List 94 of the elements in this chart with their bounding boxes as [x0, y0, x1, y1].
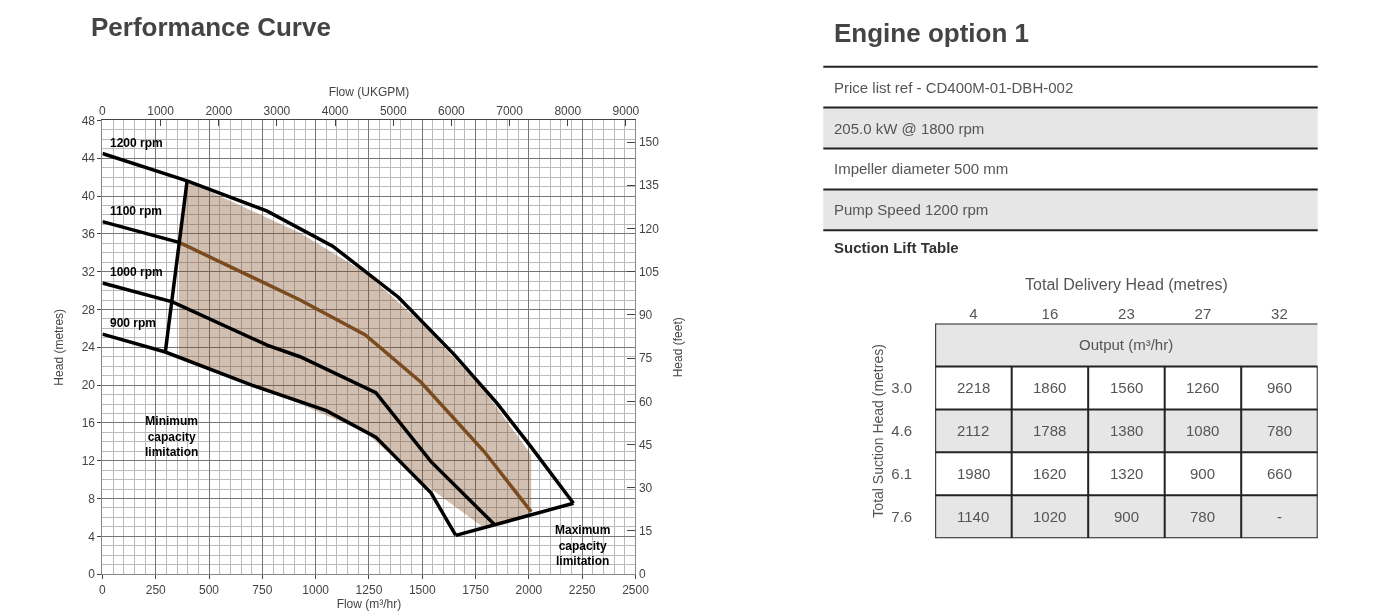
- text: Total Suction Head (metres): [869, 344, 886, 518]
- y2-tick-label: 30: [638, 480, 653, 495]
- category-label: 27: [1194, 305, 1212, 323]
- x-tick-label: 2500: [622, 582, 650, 597]
- text: 780: [1190, 508, 1216, 525]
- category-label: 32: [1271, 305, 1288, 323]
- category-label: 4.6: [891, 422, 913, 440]
- text: 660: [1267, 465, 1293, 482]
- x-tick-label: 750: [252, 582, 273, 597]
- series-label: 1000 rpm: [110, 265, 163, 279]
- annotation: Maximum capacity limitation: [555, 523, 611, 569]
- y-tick-label: 36: [81, 227, 96, 242]
- x2-axis-title: Flow (UKGPM): [328, 84, 410, 99]
- y2-tick-label: 135: [638, 178, 660, 193]
- text: Total Delivery Head (metres): [1025, 276, 1228, 294]
- y-tick-label: 48: [81, 113, 96, 128]
- y2-tick-label: 120: [638, 221, 660, 236]
- chart-title: Performance Curve: [91, 12, 331, 42]
- category-label: 4: [969, 305, 978, 323]
- y2-tick-label: 105: [638, 264, 660, 279]
- series-label: 1100 rpm: [110, 204, 163, 218]
- x-tick-label: 1000: [302, 582, 330, 597]
- text: 2218: [957, 379, 991, 396]
- y-tick-label: 44: [81, 151, 96, 166]
- text: 205.0 kW @ 1800 rpm: [834, 120, 985, 137]
- category-label: 3.0: [891, 379, 913, 397]
- text: Impeller diameter 500 mm: [834, 160, 1009, 177]
- x2-tick-label: 8000: [554, 103, 582, 118]
- y-tick-label: 40: [81, 189, 96, 204]
- category-label: 23: [1118, 305, 1135, 323]
- text: 1380: [1110, 422, 1144, 439]
- x2-tick-label: 2000: [205, 103, 233, 118]
- text: 1980: [957, 465, 991, 482]
- text: 1860: [1033, 379, 1067, 396]
- y-tick-label: 20: [81, 378, 96, 393]
- text: 1560: [1110, 379, 1144, 396]
- x-tick-label: 250: [145, 582, 167, 597]
- text: 900: [1114, 508, 1140, 525]
- text: 900: [1190, 465, 1216, 482]
- text: -: [1277, 508, 1282, 525]
- x2-tick-label: 5000: [379, 103, 407, 118]
- text: 1620: [1033, 465, 1067, 482]
- y-tick-label: 12: [81, 453, 96, 468]
- x-tick-label: 0: [99, 582, 107, 597]
- y-axis-title: Head (metres): [51, 308, 66, 386]
- text: 1140: [957, 508, 990, 525]
- text: 1080: [1186, 422, 1220, 439]
- y2-tick-label: 75: [638, 351, 653, 366]
- x2-tick-label: 9000: [612, 103, 640, 118]
- x-tick-label: 2250: [568, 582, 596, 597]
- y-tick-label: 0: [88, 567, 96, 582]
- annotation: Minimum capacity limitation: [145, 414, 199, 460]
- text: 1788: [1033, 422, 1067, 439]
- y2-tick-label: 15: [638, 524, 653, 539]
- series-label: 1200 rpm: [110, 136, 163, 150]
- text: Suction Lift Table: [834, 239, 959, 256]
- x2-tick-label: 1000: [147, 103, 175, 118]
- x2-tick-label: 0: [99, 103, 107, 118]
- y-tick-label: 24: [81, 340, 96, 355]
- text: 1320: [1110, 465, 1144, 482]
- y-tick-label: 32: [81, 264, 96, 279]
- y2-tick-label: 45: [638, 437, 653, 452]
- y2-axis-title: Head (feet): [671, 317, 686, 378]
- x2-tick-label: 6000: [438, 103, 466, 118]
- y-tick-label: 4: [88, 529, 96, 544]
- x-axis-title: Flow (m³/hr): [336, 596, 402, 611]
- y2-tick-label: 60: [638, 394, 653, 409]
- category-label: 6.1: [891, 465, 913, 483]
- x2-tick-label: 3000: [263, 103, 291, 118]
- x2-tick-label: 4000: [321, 103, 349, 118]
- text: 780: [1267, 422, 1293, 439]
- text: Engine option 1: [834, 18, 1029, 48]
- text: 1020: [1033, 508, 1067, 525]
- y2-tick-label: 90: [638, 308, 653, 323]
- x-tick-label: 500: [199, 582, 220, 597]
- series-label: 900 rpm: [110, 316, 157, 330]
- text: Output (m³/hr): [1079, 336, 1174, 353]
- x-tick-label: 1750: [462, 582, 490, 597]
- text: 960: [1267, 379, 1293, 396]
- y2-tick-label: 150: [638, 135, 660, 150]
- x-tick-label: 1250: [355, 582, 383, 597]
- text: 2112: [957, 422, 990, 439]
- text: 1260: [1186, 379, 1220, 396]
- category-label: 16: [1041, 305, 1059, 323]
- y-tick-label: 28: [81, 302, 96, 317]
- y-tick-label: 8: [88, 491, 96, 506]
- y2-tick-label: 0: [638, 567, 646, 582]
- y-tick-label: 16: [81, 416, 96, 431]
- text: Price list ref - CD400M-01-DBH-002: [834, 79, 1074, 96]
- x-tick-label: 1500: [408, 582, 436, 597]
- x-tick-label: 2000: [515, 582, 543, 597]
- x2-tick-label: 7000: [496, 103, 524, 118]
- category-label: 7.6: [891, 508, 913, 526]
- text: Pump Speed 1200 rpm: [834, 201, 989, 218]
